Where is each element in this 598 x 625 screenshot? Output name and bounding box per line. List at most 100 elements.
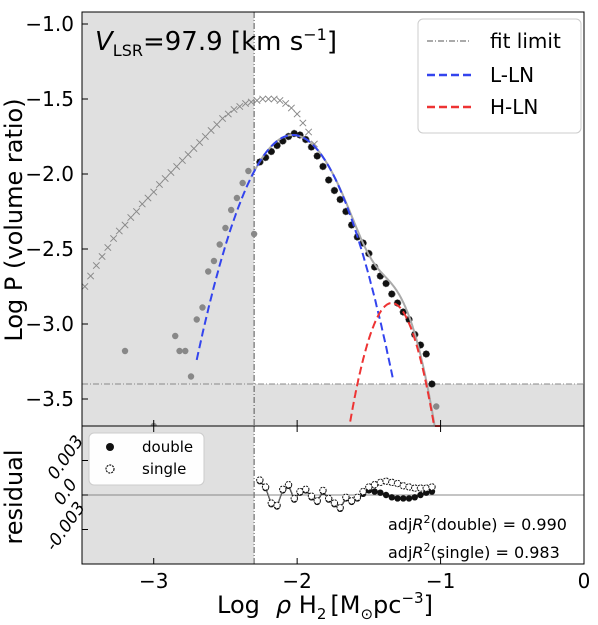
x-marker-stroke bbox=[299, 119, 307, 127]
x-marker-stroke bbox=[173, 162, 181, 171]
x-marker bbox=[81, 282, 89, 291]
single-residual-point bbox=[336, 503, 344, 512]
fit-excluded-region bbox=[82, 12, 255, 426]
x-marker bbox=[201, 132, 209, 141]
x-marker-stroke bbox=[155, 180, 164, 189]
x-marker bbox=[282, 99, 290, 108]
black-dot bbox=[313, 152, 321, 160]
x-marker-stroke bbox=[110, 234, 118, 243]
residual-y-tick-label: 0.003 bbox=[44, 432, 88, 483]
black-dot bbox=[330, 186, 339, 195]
x-marker bbox=[305, 128, 313, 136]
vlsr-annotation: VLSR=97.9 [km s−1] bbox=[95, 25, 337, 60]
x-marker-stroke bbox=[167, 168, 175, 177]
gray-dot bbox=[245, 167, 252, 175]
gray-dot bbox=[216, 241, 223, 248]
single-residual-point bbox=[324, 494, 333, 503]
legend-single-label: single bbox=[142, 460, 186, 478]
single-residual-point bbox=[330, 499, 339, 507]
gray-dot bbox=[199, 304, 206, 311]
x-marker-stroke bbox=[178, 156, 186, 165]
adjr2-single-text: adjR2(single) = 0.983 bbox=[388, 541, 560, 562]
x-marker-stroke bbox=[276, 96, 284, 105]
single-residual-point bbox=[273, 501, 281, 510]
bottom-x-ticks: −3 −2 −1 0 bbox=[139, 426, 590, 593]
x-marker bbox=[155, 180, 164, 189]
x-marker-stroke bbox=[219, 114, 227, 123]
double-residual-point bbox=[388, 494, 396, 501]
single-residual-point bbox=[359, 487, 367, 496]
x-marker bbox=[241, 99, 250, 108]
single-residual-point bbox=[342, 493, 350, 501]
legend-hln-label: H-LN bbox=[490, 95, 538, 119]
x-marker-stroke bbox=[259, 95, 267, 103]
single-residual-point bbox=[284, 480, 293, 489]
black-dot bbox=[319, 162, 327, 171]
top-x-ticks bbox=[153, 420, 585, 426]
black-dot bbox=[428, 380, 436, 388]
residual-marks bbox=[256, 476, 436, 512]
x-marker bbox=[173, 162, 181, 171]
x-marker-stroke bbox=[121, 221, 129, 229]
double-residual-point bbox=[371, 488, 378, 495]
x-marker bbox=[236, 102, 244, 111]
gray-dot bbox=[172, 332, 179, 340]
x-marker bbox=[264, 95, 273, 103]
residual-legend: double single bbox=[88, 432, 205, 486]
x-marker-stroke bbox=[81, 282, 89, 291]
legend-lln-label: L-LN bbox=[490, 63, 534, 87]
gray-dot bbox=[182, 347, 189, 355]
gray-dot bbox=[193, 316, 200, 323]
l-ln-curve bbox=[195, 134, 395, 381]
x-marker-stroke bbox=[253, 96, 261, 105]
x-marker-stroke bbox=[247, 98, 255, 106]
x-marker-stroke bbox=[87, 272, 95, 280]
x-marker bbox=[270, 95, 278, 103]
legend-double-label: double bbox=[142, 438, 193, 456]
fit-curves bbox=[195, 134, 441, 427]
x-marker-stroke bbox=[190, 144, 198, 153]
x-marker-stroke bbox=[270, 95, 278, 103]
single-residual-point bbox=[319, 486, 327, 495]
legend-fitlimit-label: fit limit bbox=[490, 29, 561, 53]
x-marker-stroke bbox=[92, 261, 100, 270]
x-marker-stroke bbox=[104, 243, 112, 252]
gray-dot bbox=[210, 257, 218, 265]
x-marker bbox=[110, 234, 118, 243]
x-marker-stroke bbox=[144, 194, 152, 202]
x-tick-label: −3 bbox=[139, 569, 168, 593]
single-residual-point bbox=[307, 492, 316, 500]
single-residual-point bbox=[428, 483, 436, 491]
x-tick-label: 0 bbox=[578, 569, 591, 593]
x-marker bbox=[219, 114, 227, 123]
gray-dot bbox=[222, 224, 229, 232]
single-residual-point bbox=[347, 497, 356, 505]
x-marker-stroke bbox=[127, 213, 135, 222]
x-marker-stroke bbox=[224, 110, 232, 118]
x-marker bbox=[247, 98, 255, 106]
double-residual-point bbox=[382, 491, 390, 499]
black-dot bbox=[388, 290, 396, 298]
adjr2-double-text: adjR2(double) = 0.990 bbox=[388, 513, 567, 534]
double-residual-point bbox=[411, 494, 418, 501]
double-residual-point bbox=[377, 489, 384, 496]
x-marker-stroke bbox=[115, 227, 123, 235]
single-residual-point bbox=[256, 476, 264, 484]
x-marker bbox=[224, 110, 232, 118]
x-marker-stroke bbox=[132, 207, 141, 216]
x-marker bbox=[98, 252, 106, 261]
x-marker bbox=[121, 221, 129, 229]
gray-dot bbox=[121, 347, 129, 355]
x-marker-stroke bbox=[196, 138, 204, 147]
double-residual-point bbox=[394, 495, 401, 502]
x-marker bbox=[178, 156, 186, 165]
x-marker bbox=[287, 104, 295, 112]
legend-double-marker bbox=[106, 443, 114, 451]
y-tick-label: −3.0 bbox=[25, 312, 74, 336]
x-marker bbox=[144, 194, 152, 202]
x-marker-stroke bbox=[282, 99, 290, 108]
black-dot bbox=[324, 176, 333, 184]
double-residual-point bbox=[405, 495, 413, 502]
total-fit-curve bbox=[250, 134, 436, 426]
x-tick-label: −1 bbox=[426, 569, 455, 593]
